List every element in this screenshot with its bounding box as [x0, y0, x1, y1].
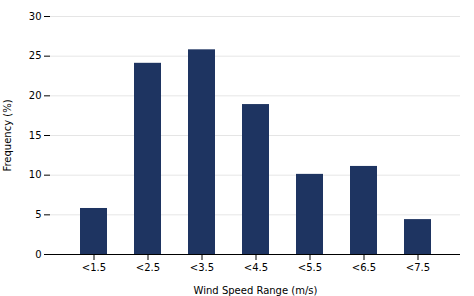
svg-text:<2.5: <2.5 [136, 262, 160, 273]
svg-text:<5.5: <5.5 [298, 262, 322, 273]
svg-text:Wind Speed Range (m/s): Wind Speed Range (m/s) [194, 285, 318, 296]
svg-text:30: 30 [29, 11, 42, 22]
svg-text:15: 15 [29, 130, 42, 141]
svg-text:10: 10 [29, 169, 42, 180]
svg-text:<4.5: <4.5 [244, 262, 268, 273]
svg-text:25: 25 [29, 50, 42, 61]
svg-text:<7.5: <7.5 [406, 262, 430, 273]
svg-text:<3.5: <3.5 [190, 262, 214, 273]
svg-text:<6.5: <6.5 [352, 262, 376, 273]
svg-text:Frequency (%): Frequency (%) [2, 99, 13, 171]
svg-text:5: 5 [35, 209, 41, 220]
svg-text:0: 0 [35, 249, 41, 260]
svg-text:<1.5: <1.5 [82, 262, 106, 273]
svg-text:20: 20 [29, 90, 42, 101]
